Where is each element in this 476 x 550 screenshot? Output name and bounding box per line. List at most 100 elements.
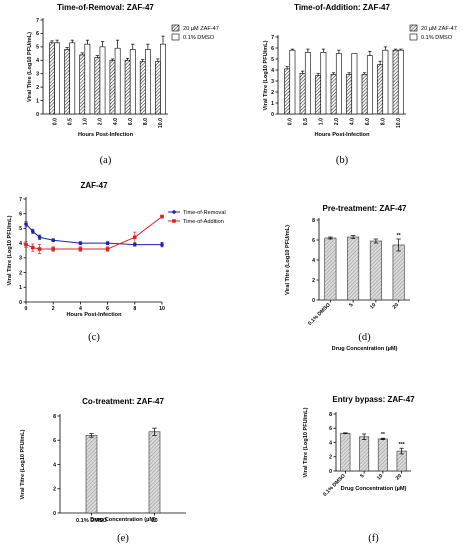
legend-marker <box>172 210 176 214</box>
legend-swatch <box>171 24 180 32</box>
bar <box>85 435 98 514</box>
data-point <box>160 214 164 219</box>
panel-caption: (e) <box>117 533 129 544</box>
bar-drug <box>315 75 322 115</box>
y-tick-label: 2 <box>271 90 274 96</box>
bar <box>377 438 388 472</box>
y-tick-label: 6 <box>53 438 56 444</box>
panel-caption: (c) <box>88 332 100 343</box>
y-tick-label: 8 <box>329 412 332 418</box>
y-axis-label: Viral Titre (Log10 PFU/mL) <box>20 429 26 499</box>
y-tick-label: 6 <box>19 212 22 218</box>
panel-caption: (f) <box>368 533 379 544</box>
x-axis-label: Hours Post-Infection <box>66 312 122 318</box>
y-tick-label: 6 <box>36 31 39 37</box>
y-tick-label: 8 <box>312 218 315 224</box>
legend-label: Time-of-Removal <box>183 210 226 216</box>
bar <box>347 236 360 301</box>
x-tick-label: 1.0 <box>83 118 89 125</box>
y-tick-label: 5 <box>271 57 274 63</box>
significance-marker: *** <box>399 442 406 448</box>
panel-caption: (b) <box>336 155 349 166</box>
y-tick-label: 2 <box>312 278 315 284</box>
y-tick-label: 3 <box>19 256 22 262</box>
panel-a: Time-of-Removal: ZAF-47 0 1 2 3 4 5 6 7 Viral Tit… <box>27 3 219 166</box>
bar-drug <box>124 59 131 115</box>
y-axis-label: Viral Titre (Log10 PFU/mL) <box>27 32 33 102</box>
panel-f: Entry bypass: ZAF-47 0 2 4 6 8 Viral Titre (Lo… <box>303 395 415 544</box>
bar-dmso <box>54 42 61 115</box>
x-axis-label: Hours Post-Infection <box>314 132 370 138</box>
bar-dmso <box>289 49 296 115</box>
y-tick-label: 2 <box>19 270 22 276</box>
x-tick-label: 10 <box>376 473 384 481</box>
bar-drug <box>299 73 306 115</box>
y-tick-label: 0 <box>36 112 39 118</box>
data-point <box>37 235 42 240</box>
chart-title-e: Co-treatment: ZAF-47 <box>82 397 164 406</box>
y-tick-label: 3 <box>271 79 274 85</box>
series-line-0 <box>25 223 162 246</box>
x-tick-label: 0.5 <box>303 118 309 125</box>
data-point <box>24 242 28 247</box>
y-tick-label: 1 <box>271 101 274 107</box>
bar-drug <box>139 61 146 115</box>
x-tick-label: 8.0 <box>381 118 387 125</box>
legend-label: Time-of-Addition <box>183 219 224 225</box>
legend-label: 0.1% DMSO <box>421 35 453 41</box>
x-tick-label: 5 <box>359 473 365 479</box>
y-tick-label: 0 <box>19 300 22 306</box>
bar-drug <box>377 64 384 115</box>
bar-dmso <box>84 43 91 115</box>
panel-caption: (d) <box>358 332 371 343</box>
legend-label: 20 µM ZAF-47 <box>183 26 219 32</box>
significance-marker: ** <box>397 233 402 239</box>
legend-label: 0.1% DMSO <box>183 35 215 41</box>
y-tick-label: 0 <box>312 298 315 304</box>
x-tick-label: 0.1% DMSO <box>76 518 108 524</box>
x-tick-label: 10 <box>369 302 377 310</box>
x-tick-label: 20 <box>151 518 157 524</box>
chart-title-a: Time-of-Removal: ZAF-47 <box>57 3 154 12</box>
x-tick-label: 20 <box>392 302 400 310</box>
y-tick-label: 7 <box>36 18 39 24</box>
panel-c: ZAF-47 0 1 2 3 4 5 6 7 Viral Titre (Log10 PFU/mL)… <box>7 181 226 343</box>
x-tick-label: 20 <box>395 473 403 481</box>
x-tick-label: 4.0 <box>113 118 119 125</box>
y-tick-label: 5 <box>36 45 39 51</box>
x-tick-label: 2.0 <box>334 118 340 125</box>
bar-drug <box>64 49 70 115</box>
y-tick-label: 0 <box>329 469 332 475</box>
y-tick-label: 7 <box>271 35 274 41</box>
data-point <box>133 235 137 240</box>
x-tick-label: 2 <box>52 306 55 312</box>
y-tick-label: 2 <box>329 455 332 461</box>
x-axis-label: Hours Post-Infection <box>78 132 134 138</box>
x-tick-label: 1.0 <box>319 118 325 125</box>
x-tick-label: 6 <box>106 306 109 312</box>
x-tick-label: 6.0 <box>128 118 134 125</box>
data-point <box>105 247 110 251</box>
bar-dmso <box>320 52 327 115</box>
panel-e: Co-treatment: ZAF-47 0 2 4 6 8 Viral Titre (Lo… <box>20 397 186 544</box>
legend-label: 20 µM ZAF-47 <box>421 26 457 32</box>
x-tick-label: 0.1% DMSO <box>307 302 332 327</box>
bar-dmso <box>382 49 389 115</box>
bar-dmso <box>69 42 76 115</box>
bar-drug <box>361 74 368 115</box>
y-tick-label: 1 <box>36 98 39 104</box>
data-point <box>133 242 137 247</box>
bar <box>324 237 337 301</box>
data-point <box>31 229 35 234</box>
bar-drug <box>346 74 353 115</box>
bar-dmso <box>397 49 404 115</box>
x-tick-label: 4 <box>79 306 82 312</box>
x-tick-label: 0.0 <box>288 118 294 125</box>
x-tick-label: 10 <box>159 306 165 312</box>
y-tick-label: 3 <box>36 72 39 78</box>
y-tick-label: 2 <box>53 487 56 493</box>
bar <box>148 431 161 514</box>
legend-swatch <box>409 33 418 41</box>
legend-marker <box>172 219 176 223</box>
bar-drug <box>154 61 161 115</box>
